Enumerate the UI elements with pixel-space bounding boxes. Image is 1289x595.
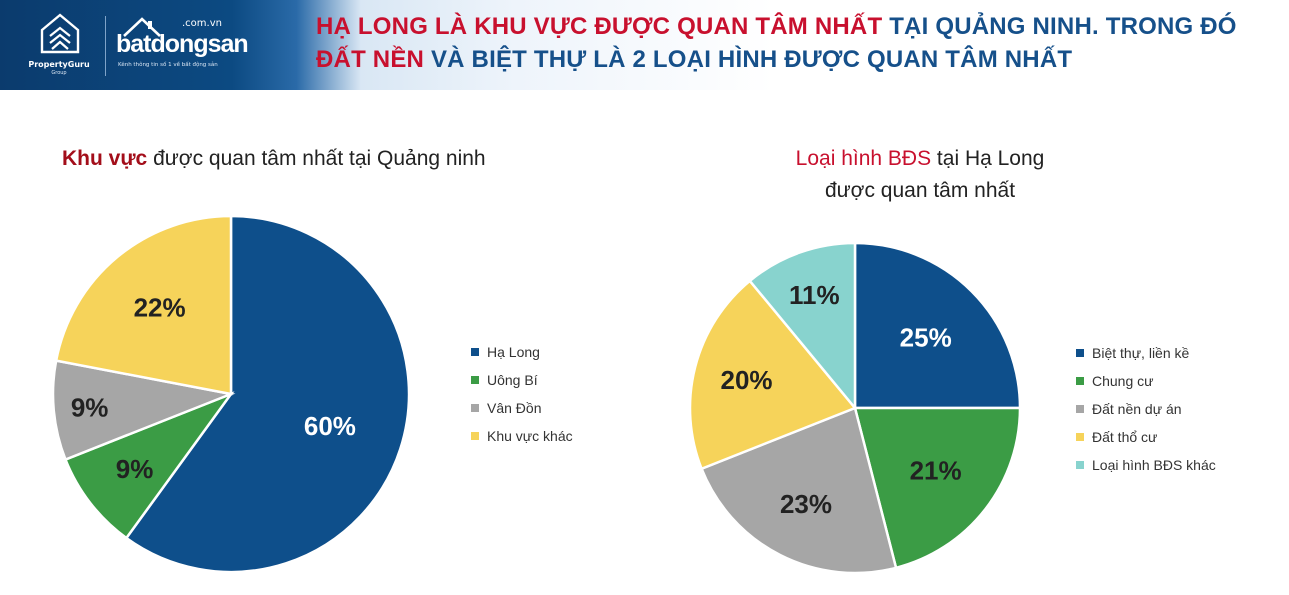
- chart1-title-highlight: Khu vực: [62, 147, 148, 170]
- chart1-label-1: 9%: [116, 454, 154, 484]
- chart1-legend-item-2: Vân Đồn: [471, 394, 573, 422]
- chart1-legend-swatch-3: [471, 432, 479, 440]
- chart2-legend-item-1: Chung cư: [1076, 367, 1216, 395]
- propertyguru-logo: PropertyGuru Group: [18, 10, 98, 80]
- chart2-legend-swatch-2: [1076, 405, 1084, 413]
- chart1-title: Khu vực được quan tâm nhất tại Quảng nin…: [62, 143, 486, 175]
- chart1-legend-swatch-1: [471, 376, 479, 384]
- headline-part-0: HẠ LONG LÀ KHU VỰC ĐƯỢC QUAN TÂM NHẤT: [316, 13, 883, 40]
- chart2-slice-0: [853, 241, 1022, 410]
- chart2-label-0: 25%: [900, 322, 952, 352]
- headline-part-2: ĐẤT NỀN: [316, 46, 425, 73]
- chart2-legend-item-2: Đất nền dự án: [1076, 395, 1216, 423]
- chart1-legend-label-3: Khu vực khác: [487, 428, 573, 444]
- batdongsan-roof-icon: [123, 17, 161, 37]
- propertyguru-house-icon: [40, 13, 80, 54]
- chart1-legend-item-0: Hạ Long: [471, 338, 573, 366]
- chart2-legend-swatch-0: [1076, 349, 1084, 357]
- chart2-label-3: 20%: [720, 365, 772, 395]
- chart2-slice-4: [748, 241, 857, 412]
- chart2-title-highlight: Loại hình BĐS: [795, 147, 932, 170]
- chart1-slice-3: [54, 214, 233, 396]
- batdongsan-tagline: Kênh thông tin số 1 về bất động sản: [118, 62, 218, 68]
- chart1-legend-swatch-2: [471, 404, 479, 412]
- chart2-legend-label-3: Đất thổ cư: [1092, 429, 1158, 445]
- chart1-legend-label-2: Vân Đồn: [487, 400, 542, 416]
- chart1-label-2: 9%: [71, 392, 109, 422]
- headline-part-1: TẠI QUẢNG NINH. TRONG ĐÓ: [882, 13, 1237, 40]
- propertyguru-group-label: Group: [51, 70, 67, 76]
- headline-part-3: VÀ BIỆT THỰ LÀ 2 LOẠI HÌNH ĐƯỢC QUAN TÂM…: [424, 46, 1073, 73]
- logo-divider: [105, 16, 106, 76]
- logo-area: PropertyGuru Group .com.vn batdongsan Kê…: [18, 10, 258, 80]
- chart2-legend-label-4: Loại hình BĐS khác: [1092, 457, 1216, 473]
- chart1-slice-1: [63, 391, 235, 540]
- chart2-legend-swatch-3: [1076, 433, 1084, 441]
- chart2-legend-swatch-1: [1076, 377, 1084, 385]
- chart2-legend: Biệt thự, liền kề Chung cư Đất nền dự án Đấ…: [1076, 339, 1216, 479]
- chart2-title-line2: được quan tâm nhất: [824, 179, 1016, 202]
- chart2-title-rest: tại Hạ Long: [931, 147, 1045, 170]
- chart1-legend-swatch-0: [471, 348, 479, 356]
- propertyguru-wordmark: PropertyGuru: [28, 60, 90, 69]
- chart2-label-1: 21%: [910, 456, 962, 486]
- chart1-legend-item-3: Khu vực khác: [471, 422, 573, 450]
- chart2-label-4: 11%: [789, 280, 840, 310]
- chart2-legend-item-4: Loại hình BĐS khác: [1076, 451, 1216, 479]
- batdongsan-domain: .com.vn: [182, 18, 222, 29]
- batdongsan-wordmark: batdongsan: [116, 30, 249, 58]
- chart1-slice-2: [51, 359, 236, 462]
- chart1-title-rest: được quan tâm nhất tại Quảng ninh: [147, 147, 486, 170]
- header-band: [0, 0, 1289, 90]
- chart2-legend-label-0: Biệt thự, liền kề: [1092, 345, 1190, 361]
- chart2-title: Loại hình BĐS tại Hạ Long được quan tâm …: [760, 143, 1080, 207]
- chart2-slice-3: [688, 279, 858, 471]
- chart1-legend-item-1: Uông Bí: [471, 366, 573, 394]
- chart1-legend-label-0: Hạ Long: [487, 344, 540, 360]
- chart2-label-2: 23%: [780, 489, 832, 519]
- chart1-label-3: 22%: [134, 293, 186, 323]
- batdongsan-logo: .com.vn batdongsan Kênh thông tin số 1 v…: [116, 12, 256, 80]
- chart2-legend-item-3: Đất thổ cư: [1076, 423, 1216, 451]
- chart1-legend-label-1: Uông Bí: [487, 372, 538, 388]
- chart2-legend-swatch-4: [1076, 461, 1084, 469]
- chart2-legend-label-2: Đất nền dự án: [1092, 401, 1182, 417]
- chart2-legend-label-1: Chung cư: [1092, 373, 1154, 389]
- headline: HẠ LONG LÀ KHU VỰC ĐƯỢC QUAN TÂM NHẤT TẠ…: [316, 10, 1276, 76]
- chart1-legend: Hạ Long Uông Bí Vân Đồn Khu vực khác: [471, 338, 573, 450]
- chart2-slice-1: [853, 406, 1022, 570]
- chart1-label-0: 60%: [304, 411, 356, 441]
- chart2-legend-item-0: Biệt thự, liền kề: [1076, 339, 1216, 367]
- chart1-slice-0: [124, 214, 411, 574]
- chart2-slice-2: [699, 406, 898, 575]
